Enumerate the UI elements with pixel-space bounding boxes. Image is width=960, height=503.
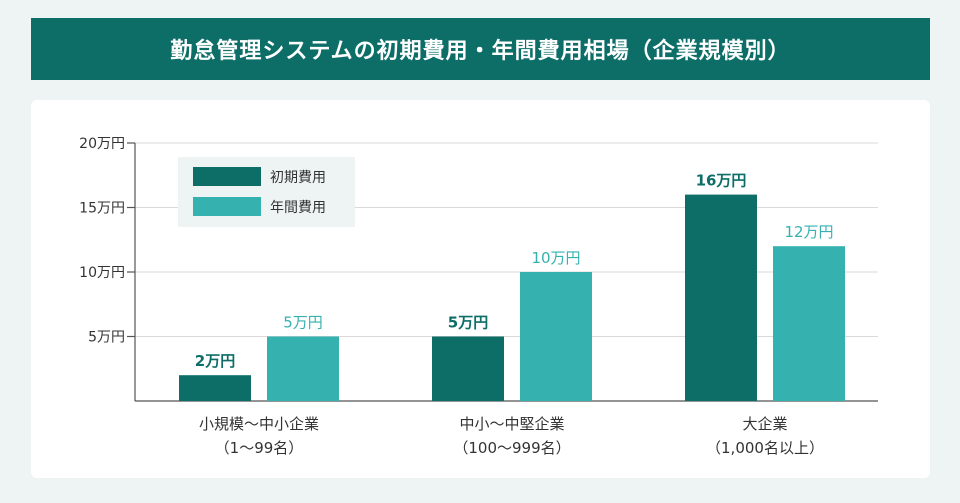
legend-label: 初期費用 [270, 169, 326, 186]
data-label: 12万円 [784, 223, 833, 241]
data-label: 10万円 [531, 249, 580, 267]
data-label: 5万円 [283, 314, 323, 332]
legend-swatch [193, 197, 261, 216]
x-tick-label: 中小〜中堅企業 [459, 415, 564, 433]
x-tick-label: （1,000名以上） [706, 439, 824, 457]
x-tick-label: （1〜99名） [215, 439, 304, 457]
y-tick-label: 5万円 [88, 330, 125, 346]
bar-initial-cost [179, 375, 251, 401]
legend-label: 年間費用 [270, 200, 326, 216]
y-tick-label: 15万円 [79, 201, 125, 217]
data-label: 2万円 [195, 352, 235, 370]
bar-initial-cost [432, 336, 504, 401]
data-label: 16万円 [696, 172, 747, 190]
data-label: 5万円 [448, 314, 488, 332]
x-tick-label: 大企業 [742, 415, 787, 433]
bar-annual-cost [773, 246, 845, 401]
bar-annual-cost [520, 272, 592, 401]
legend-swatch [193, 167, 261, 186]
y-tick-label: 10万円 [79, 265, 125, 281]
y-tick-label: 20万円 [79, 136, 125, 152]
x-tick-label: 小規模〜中小企業 [199, 415, 319, 433]
x-tick-label: （100〜999名） [453, 439, 570, 457]
chart-title-banner: 勤怠管理システムの初期費用・年間費用相場（企業規模別） [31, 18, 930, 80]
bar-annual-cost [267, 336, 339, 401]
chart-title: 勤怠管理システムの初期費用・年間費用相場（企業規模別） [170, 39, 791, 64]
bar-initial-cost [685, 194, 757, 401]
